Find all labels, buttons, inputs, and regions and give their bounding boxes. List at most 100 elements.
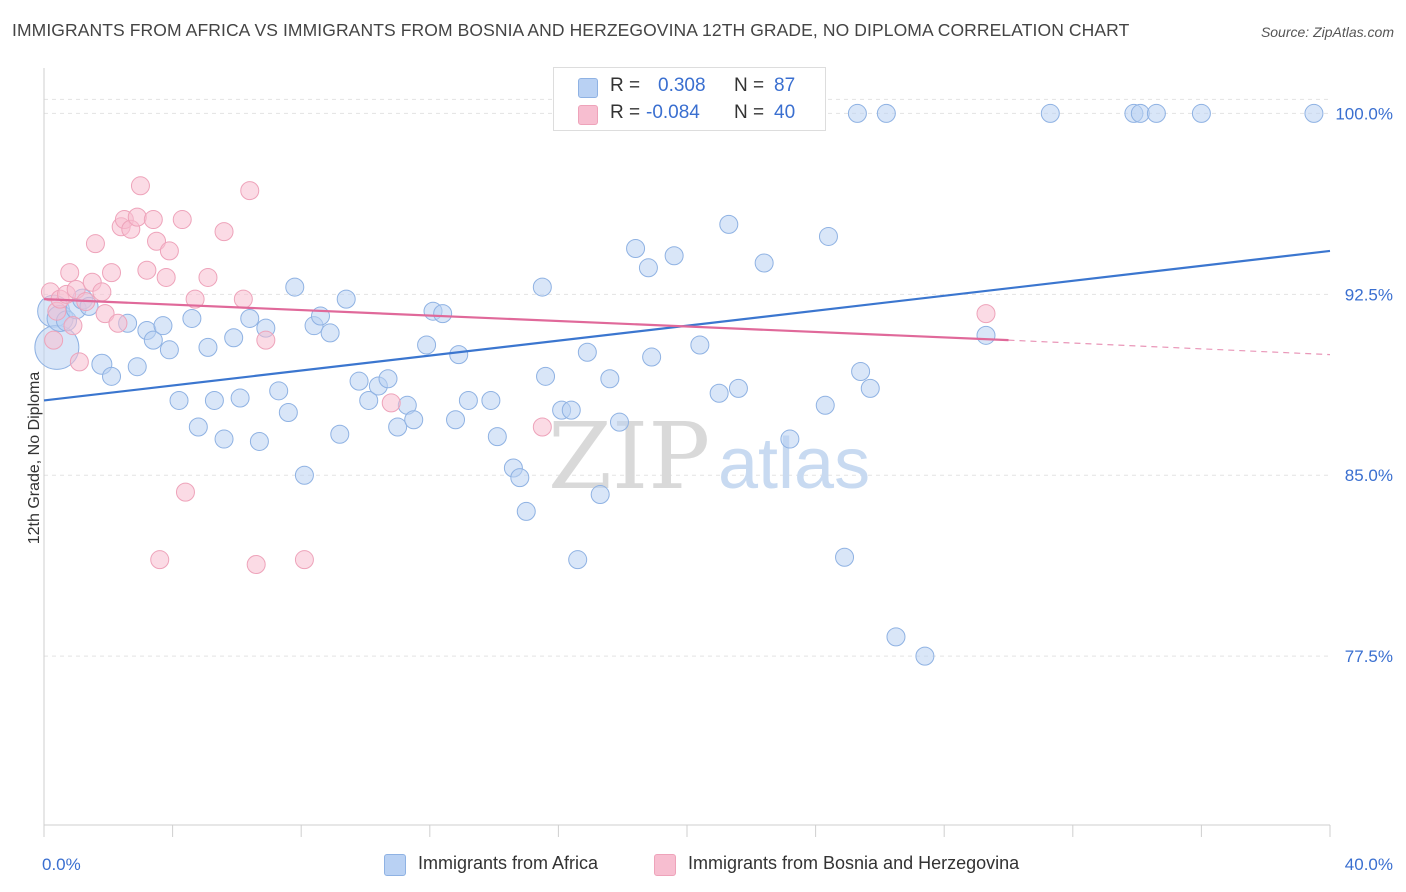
africa-point [1040, 103, 1060, 123]
bosnia-point [246, 554, 266, 574]
legend-bosnia-swatch [654, 854, 676, 876]
legend-africa-label: Immigrants from Africa [418, 853, 599, 873]
africa-point [487, 427, 507, 447]
africa-point [510, 468, 530, 488]
bosnia-point [92, 282, 112, 302]
africa-point [536, 366, 556, 386]
bosnia-point [156, 267, 176, 287]
africa-point [728, 378, 748, 398]
africa-point [780, 429, 800, 449]
legend-africa-swatch [384, 854, 406, 876]
africa-point [249, 431, 269, 451]
bosnia-point [976, 304, 996, 324]
africa-swatch [578, 78, 598, 98]
bosnia-point [127, 207, 147, 227]
watermark: ZIP atlas [548, 403, 870, 510]
africa-point [446, 410, 466, 430]
bosnia-point [175, 482, 195, 502]
bosnia-trend-line [43, 298, 1009, 342]
africa-point [638, 258, 658, 278]
series-africa-points [34, 103, 1324, 666]
bosnia-point [108, 313, 128, 333]
x-tick-label: 40.0% [1345, 855, 1393, 874]
africa-point [590, 485, 610, 505]
africa-point [188, 417, 208, 437]
bosnia-point [95, 304, 115, 324]
africa-point [1304, 103, 1324, 123]
bosnia-point [85, 234, 105, 254]
africa-point [294, 465, 314, 485]
africa-point [835, 547, 855, 567]
bosnia-point [147, 231, 167, 251]
africa-point [449, 345, 469, 365]
africa-point [336, 289, 356, 309]
africa-point [600, 369, 620, 389]
chart-title: IMMIGRANTS FROM AFRICA VS IMMIGRANTS FRO… [12, 20, 1130, 40]
africa-point [642, 347, 662, 367]
y-tick-label: 92.5% [1345, 285, 1393, 304]
bosnia-point [137, 260, 157, 280]
africa-point [532, 277, 552, 297]
africa-point [818, 226, 838, 246]
bosnia-n-value: 40 [774, 102, 796, 123]
africa-point [378, 369, 398, 389]
africa-point [320, 323, 340, 343]
stats-legend: R = 0.308 N = 87 R = -0.084 N = 40 [553, 67, 826, 131]
bosnia-point [256, 330, 276, 350]
africa-point [1146, 103, 1166, 123]
bosnia-point [150, 550, 170, 570]
africa-point [169, 390, 189, 410]
africa-point [388, 417, 408, 437]
trend-lines [43, 249, 1331, 402]
africa-point [285, 277, 305, 297]
africa-point [915, 646, 935, 666]
africa-point [976, 325, 996, 345]
source-label: Source: ZipAtlas.com [1260, 24, 1394, 40]
y-tick-label: 85.0% [1345, 466, 1393, 485]
bosnia-point [69, 352, 89, 372]
africa-point [754, 253, 774, 273]
bosnia-point [233, 289, 253, 309]
bosnia-point [240, 181, 260, 201]
bosnia-point [532, 417, 552, 437]
africa-point [153, 316, 173, 336]
africa-point [433, 304, 453, 324]
axes [43, 68, 1331, 837]
africa-n-label: N = [734, 75, 765, 96]
bosnia-r-value: -0.084 [646, 102, 700, 123]
africa-point [626, 238, 646, 258]
africa-point [690, 335, 710, 355]
africa-n-value: 87 [774, 75, 796, 96]
africa-point [709, 383, 729, 403]
africa-point [609, 412, 629, 432]
africa-point [330, 424, 350, 444]
africa-point [719, 214, 739, 234]
bosnia-point [172, 210, 192, 230]
africa-r-label: R = [610, 75, 641, 96]
africa-point [481, 390, 501, 410]
y-tick-label: 77.5% [1345, 647, 1393, 666]
bosnia-point [60, 263, 80, 283]
bosnia-point [44, 330, 64, 350]
africa-point [577, 342, 597, 362]
africa-point [127, 357, 147, 377]
watermark-zip: ZIP [548, 403, 710, 510]
africa-point [860, 378, 880, 398]
africa-point [876, 103, 896, 123]
bosnia-point [130, 176, 150, 196]
bosnia-point [159, 241, 179, 261]
africa-point [516, 501, 536, 521]
bosnia-point [381, 393, 401, 413]
africa-point [224, 328, 244, 348]
bosnia-r-label: R = [610, 102, 641, 123]
africa-point [359, 390, 379, 410]
africa-point [847, 103, 867, 123]
bosnia-point [185, 289, 205, 309]
y-axis-label: 12th Grade, No Diploma [26, 372, 43, 545]
bosnia-swatch [578, 105, 598, 125]
bosnia-point [294, 550, 314, 570]
africa-point [417, 335, 437, 355]
africa-point [664, 246, 684, 266]
africa-point [102, 366, 122, 386]
